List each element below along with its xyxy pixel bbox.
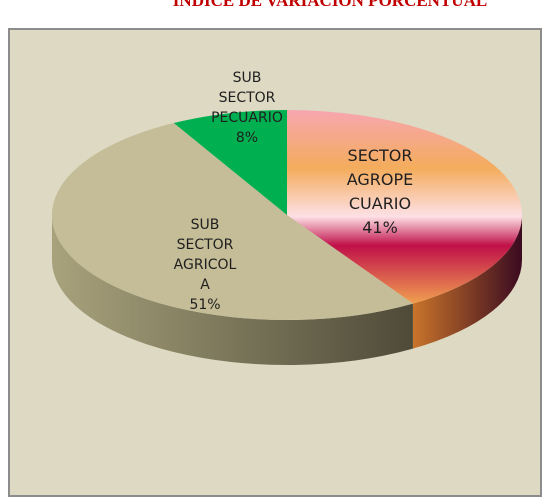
pie-slice-side [51, 215, 413, 365]
data-label: SUB SECTOR PECUARIO 8% [208, 68, 286, 148]
pie-slice [173, 110, 287, 215]
slice-name: SUB SECTOR AGRICOLA [173, 217, 237, 293]
pie-slice-side [412, 215, 522, 349]
slice-value: 41% [362, 218, 398, 237]
chart-title: INDICE DE VARIACION PORCENTUAL [172, 0, 488, 10]
slice-value: 51% [189, 297, 221, 313]
slice-name: SECTOR AGROPECUARIO [346, 146, 414, 213]
slice-name: SUB SECTOR PECUARIO [211, 70, 283, 126]
data-label: SECTOR AGROPECUARIO 41% [345, 144, 415, 240]
slice-value: 8% [235, 130, 259, 146]
pie-slice [52, 122, 413, 320]
data-label: SUB SECTOR AGRICOLA 51% [170, 215, 240, 315]
pie-slice [287, 110, 522, 304]
